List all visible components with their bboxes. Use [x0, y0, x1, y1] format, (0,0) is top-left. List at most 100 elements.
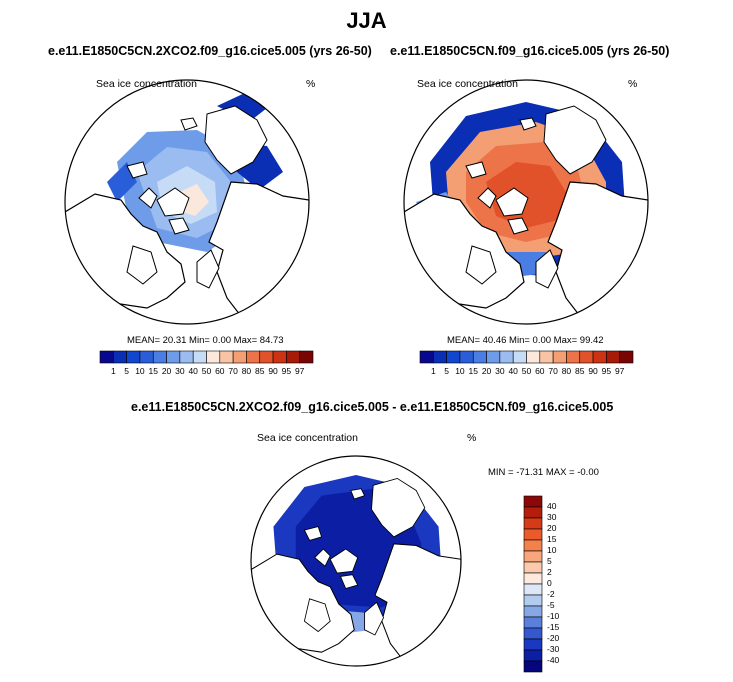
colorbar-difference-swatch: [523, 528, 543, 541]
colorbar-difference-swatch: [523, 550, 543, 563]
colorbar-2xco2-swatch: [166, 350, 181, 364]
stats-difference: MIN = -71.31 MAX = -0.00: [488, 467, 599, 478]
colorbar-difference-swatch: [523, 495, 543, 508]
colorbar-difference-tick-label: 2: [547, 567, 552, 577]
main-title: JJA: [346, 8, 387, 33]
colorbar-difference-tick-label: 40: [547, 501, 557, 511]
unit-label-2xco2: %: [306, 78, 316, 90]
colorbar-2xco2-swatch: [139, 350, 154, 364]
colorbar-control-tick-label: 40: [508, 366, 518, 376]
colorbar-difference-tick-label: -15: [547, 622, 560, 632]
colorbar-control-swatch: [606, 350, 620, 364]
colorbar-2xco2-swatch: [299, 350, 314, 364]
colorbar-difference-swatch: [523, 539, 543, 552]
colorbar-control-tick-label: 30: [495, 366, 505, 376]
colorbar-difference-tick-label: -20: [547, 633, 560, 643]
colorbar-difference-tick-label: -40: [547, 655, 560, 665]
colorbar-control-tick-label: 70: [548, 366, 558, 376]
field-label-difference: Sea ice concentration: [257, 432, 358, 444]
colorbar-2xco2-swatch: [126, 350, 141, 364]
colorbar-difference: [523, 495, 543, 673]
colorbar-control-swatch: [446, 350, 461, 364]
colorbar-2xco2-tick-label: 15: [148, 366, 158, 376]
colorbar-difference-tick-label: 0: [547, 578, 552, 588]
colorbar-control-swatch: [566, 350, 581, 364]
colorbar-control-tick-label: 5: [444, 366, 449, 376]
colorbar-difference-swatch: [523, 605, 543, 618]
colorbar-control-tick-label: 85: [575, 366, 585, 376]
colorbar-2xco2-swatch: [259, 350, 274, 364]
colorbar-2xco2-swatch: [219, 350, 234, 364]
colorbar-difference-swatch: [523, 517, 543, 530]
colorbar-control-swatch: [552, 350, 567, 364]
colorbar-control-tick-label: 90: [588, 366, 598, 376]
colorbar-control-tick-label: 1: [430, 366, 436, 376]
colorbar-control-tick-label: 10: [455, 366, 465, 376]
colorbar-2xco2-swatch: [272, 350, 287, 364]
colorbar-difference-tick-label: -5: [547, 600, 555, 610]
field-label-control: Sea ice concentration: [417, 78, 518, 90]
colorbar-control-swatch: [499, 350, 514, 364]
colorbar-difference-swatch: [523, 649, 543, 662]
colorbar-2xco2-tick-label: 70: [228, 366, 238, 376]
case-title-difference: e.e11.E1850C5CN.2XCO2.f09_g16.cice5.005 …: [131, 400, 614, 414]
colorbar-2xco2-swatch: [179, 350, 194, 364]
colorbar-control-swatch: [472, 350, 487, 364]
colorbar-2xco2-swatch: [192, 350, 207, 364]
colorbar-control-tick-label: 20: [481, 366, 492, 376]
colorbar-2xco2-tick-label: 30: [175, 366, 185, 376]
colorbar-2xco2-swatch: [99, 350, 114, 364]
colorbar-2xco2-tick-label: 50: [201, 366, 212, 376]
colorbar-2xco2-tick-label: 40: [188, 366, 198, 376]
colorbar-difference-swatch: [523, 616, 543, 629]
colorbar-2xco2-swatch: [113, 350, 127, 364]
stats-control: MEAN= 40.46 Min= 0.00 Max= 99.42: [447, 335, 604, 346]
colorbar-2xco2-tick-label: 20: [161, 366, 172, 376]
colorbar-control-swatch: [592, 350, 607, 364]
colorbar-control-swatch: [433, 350, 447, 364]
colorbar-difference-tick-label: -10: [547, 611, 560, 621]
colorbar-2xco2-tick-label: 80: [241, 366, 252, 376]
colorbar-control: [419, 350, 634, 364]
colorbar-control-swatch: [486, 350, 501, 364]
case-title-control: e.e11.E1850C5CN.f09_g16.cice5.005 (yrs 2…: [390, 44, 670, 58]
colorbar-difference-swatch: [523, 506, 543, 519]
colorbar-difference-swatch: [523, 583, 543, 596]
colorbar-difference-tick-label: 20: [547, 523, 557, 533]
unit-label-difference: %: [467, 432, 477, 444]
colorbar-2xco2-tick-label: 10: [135, 366, 145, 376]
colorbar-difference-tick-label: -2: [547, 589, 555, 599]
colorbar-difference-swatch: [523, 638, 543, 651]
colorbar-2xco2-swatch: [206, 350, 221, 364]
colorbar-control-swatch: [512, 350, 527, 364]
colorbar-control-tick-label: 60: [535, 366, 545, 376]
colorbar-2xco2-swatch: [246, 350, 261, 364]
map-panel-difference: [250, 455, 462, 667]
colorbar-difference-tick-label: 10: [547, 545, 557, 555]
colorbar-control-swatch: [526, 350, 541, 364]
colorbar-2xco2-tick-label: 90: [268, 366, 278, 376]
colorbar-difference-tick-label: -30: [547, 644, 560, 654]
colorbar-difference-tick-label: 30: [547, 512, 557, 522]
colorbar-control-tick-label: 80: [561, 366, 572, 376]
colorbar-difference-swatch: [523, 627, 543, 640]
colorbar-difference-tick-label: 15: [547, 534, 557, 544]
unit-label-control: %: [628, 78, 638, 90]
colorbar-control-swatch: [459, 350, 474, 364]
stats-2xco2: MEAN= 20.31 Min= 0.00 Max= 84.73: [127, 335, 284, 346]
colorbar-2xco2: [99, 350, 314, 364]
colorbar-control-tick-label: 95: [601, 366, 612, 376]
colorbar-2xco2-swatch: [152, 350, 167, 364]
colorbar-control-tick-label: 50: [521, 366, 532, 376]
colorbar-2xco2-tick-label: 60: [215, 366, 225, 376]
colorbar-control-swatch: [579, 350, 594, 364]
colorbar-2xco2-tick-label: 97: [294, 366, 305, 376]
colorbar-difference-swatch: [523, 594, 543, 607]
colorbar-control-swatch: [619, 350, 634, 364]
colorbar-2xco2-swatch: [232, 350, 247, 364]
field-label-2xco2: Sea ice concentration: [96, 78, 197, 90]
map-panel-control: [403, 79, 649, 325]
colorbar-control-tick-label: 97: [614, 366, 625, 376]
colorbar-2xco2-tick-label: 1: [110, 366, 116, 376]
colorbar-2xco2-swatch: [286, 350, 300, 364]
